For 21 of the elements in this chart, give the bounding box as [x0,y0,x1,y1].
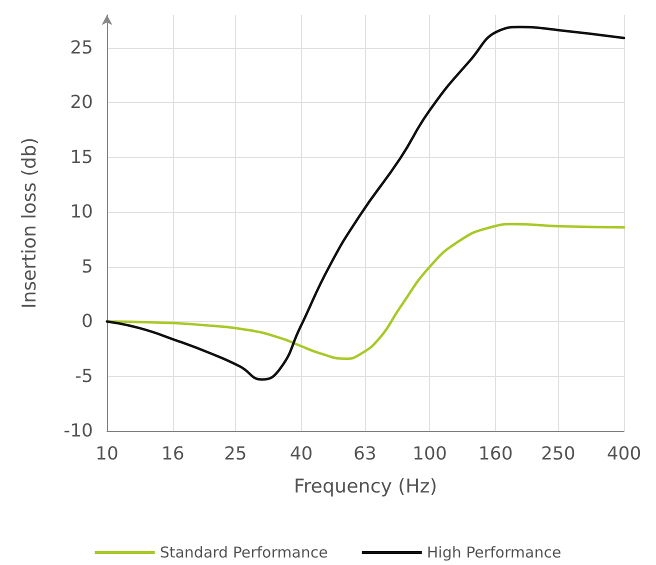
y-tick-label: 0 [82,311,93,332]
x-tick-label: 100 [412,444,447,464]
x-axis-title: Frequency (Hz) [294,476,438,498]
x-tick-label: 40 [290,444,313,464]
y-tick-label: 25 [70,37,93,58]
x-tick-label: 400 [606,444,642,464]
y-tick-label: -5 [75,366,93,387]
x-tick-label: 63 [354,444,376,464]
legend-label: High Performance [426,544,562,562]
y-tick-label: 15 [70,146,93,168]
x-tick-label: 16 [161,444,184,464]
x-tick-label: 10 [96,444,118,464]
x-tick-label: 250 [540,444,576,464]
y-tick-label: 5 [82,256,93,278]
legend-label: Standard Performance [160,544,328,562]
y-tick-label: 20 [70,92,93,114]
y-tick-label: -10 [64,420,93,442]
y-axis-title: Insertion loss (db) [18,137,40,309]
y-tick-label: 10 [70,202,93,223]
x-tick-label: 25 [224,444,247,464]
x-tick-label: 160 [478,444,513,464]
